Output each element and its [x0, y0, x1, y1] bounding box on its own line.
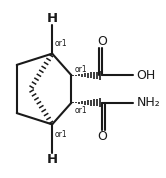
Text: OH: OH — [137, 69, 156, 82]
Text: or1: or1 — [55, 130, 67, 139]
Text: H: H — [47, 12, 58, 25]
Text: O: O — [97, 35, 107, 48]
Text: H: H — [47, 153, 58, 166]
Text: or1: or1 — [55, 39, 67, 48]
Text: or1: or1 — [75, 106, 87, 115]
Text: or1: or1 — [75, 65, 87, 74]
Text: O: O — [97, 130, 107, 143]
Text: NH₂: NH₂ — [137, 96, 160, 109]
